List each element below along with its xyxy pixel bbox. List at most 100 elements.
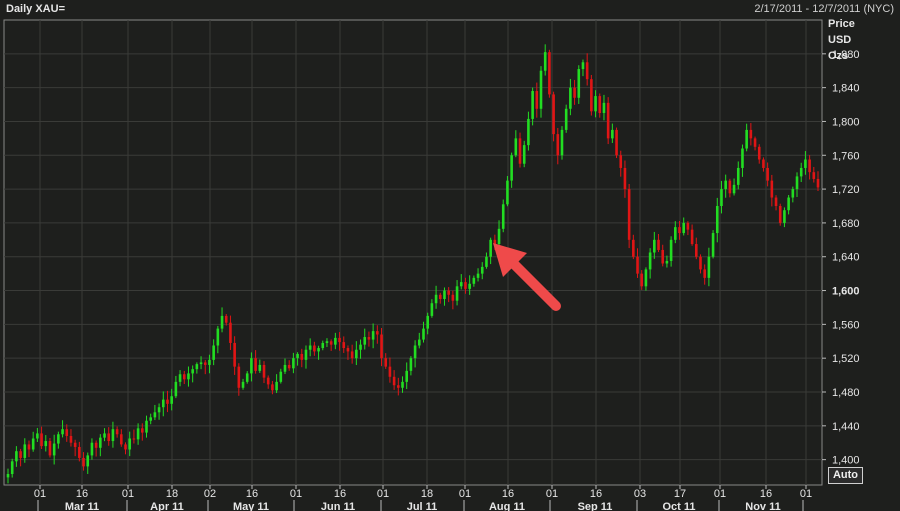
unit-currency-label: USD — [828, 34, 852, 46]
candle-body — [187, 373, 190, 380]
y-tick-label: 1,880 — [832, 49, 860, 61]
candle-body — [615, 129, 618, 156]
month-label: Apr 11 — [150, 501, 184, 511]
candle-body — [283, 364, 287, 372]
candle-body — [300, 353, 304, 360]
candle-body — [459, 282, 463, 287]
x-tick-label: 01 — [546, 488, 558, 500]
candle-body — [728, 180, 732, 194]
candle-body — [451, 294, 455, 301]
candle-body — [153, 412, 157, 418]
month-label: May 11 — [233, 501, 269, 511]
candle-body — [762, 159, 765, 168]
y-tick-label: 1,760 — [832, 150, 860, 162]
candle-body — [741, 148, 744, 168]
x-tick-label: 01 — [459, 488, 471, 500]
candle-body — [65, 429, 69, 436]
candle-body — [640, 273, 644, 287]
candle-body — [644, 269, 648, 287]
candle-body — [380, 334, 383, 359]
month-label: Sep 11 — [578, 501, 613, 511]
candle-body — [212, 345, 215, 360]
candle-body — [216, 328, 220, 346]
candle-body — [363, 337, 367, 345]
candle-body — [254, 358, 257, 371]
candle-body — [678, 227, 681, 234]
candle-body — [493, 239, 497, 245]
x-tick-label: 16 — [334, 488, 346, 500]
candle-body — [480, 266, 484, 274]
candle-body — [355, 349, 358, 359]
candle-body — [514, 138, 518, 156]
auto-scale-button[interactable]: Auto — [828, 467, 863, 484]
arrow-head — [493, 243, 527, 277]
candle-body — [317, 348, 320, 352]
candle-body — [103, 433, 106, 438]
candle-body — [384, 358, 388, 367]
candle-body — [78, 446, 81, 458]
candle-body — [661, 249, 665, 264]
candle-body — [107, 433, 111, 442]
candle-body — [145, 420, 148, 433]
candle-body — [397, 385, 400, 388]
candle-body — [166, 399, 169, 404]
candle-body — [69, 435, 73, 443]
candle-body — [132, 438, 136, 440]
candle-body — [703, 269, 706, 278]
candles — [6, 44, 820, 484]
candle-body — [569, 87, 572, 109]
month-label: Jun 11 — [321, 501, 355, 511]
candle-body — [128, 438, 132, 450]
candle-body — [527, 118, 530, 146]
candle-body — [371, 331, 375, 340]
candle-body — [627, 189, 631, 240]
candle-body — [665, 260, 669, 264]
candle-body — [543, 52, 547, 71]
candle-body — [606, 102, 610, 139]
candle-body — [325, 341, 329, 343]
candle-body — [178, 374, 182, 382]
x-tick-label: 02 — [204, 488, 216, 500]
candle-body — [598, 96, 602, 113]
month-label: Aug 11 — [489, 501, 525, 511]
candle-body — [15, 451, 18, 462]
candle-body — [115, 429, 119, 435]
candle-body — [245, 373, 249, 382]
candle-body — [497, 228, 501, 245]
candle-body — [40, 433, 43, 447]
candle-body — [686, 222, 690, 230]
x-tick-label: 17 — [674, 488, 686, 500]
candle-body — [778, 206, 782, 223]
candle-body — [287, 364, 291, 369]
month-label: Nov 11 — [745, 501, 780, 511]
x-tick-label: 01 — [122, 488, 134, 500]
candle-body — [438, 294, 442, 299]
month-label: Jul 11 — [407, 501, 438, 511]
candle-body — [266, 377, 270, 385]
candle-body — [350, 351, 354, 359]
candle-body — [23, 444, 27, 458]
candle-body — [422, 328, 425, 340]
candle-body — [455, 286, 459, 301]
candle-body — [501, 204, 505, 229]
candle-body — [346, 348, 350, 352]
candle-body — [682, 222, 686, 234]
candle-body — [795, 176, 799, 190]
candle-body — [409, 358, 413, 371]
candle-body — [611, 129, 614, 139]
candle-body — [199, 362, 203, 365]
candle-body — [430, 303, 434, 316]
chart-title: Daily XAU= — [6, 3, 65, 15]
unit-price-label: Price — [828, 18, 855, 30]
candle-body — [774, 197, 778, 206]
x-tick-label: 16 — [760, 488, 772, 500]
candle-body — [468, 283, 471, 289]
candle-body — [585, 62, 589, 80]
candle-body — [237, 366, 241, 388]
candle-body — [48, 441, 52, 456]
candle-body — [783, 210, 786, 223]
candle-body — [99, 437, 102, 448]
candle-body — [447, 290, 450, 295]
candle-body — [292, 358, 295, 369]
candle-body — [367, 337, 371, 340]
